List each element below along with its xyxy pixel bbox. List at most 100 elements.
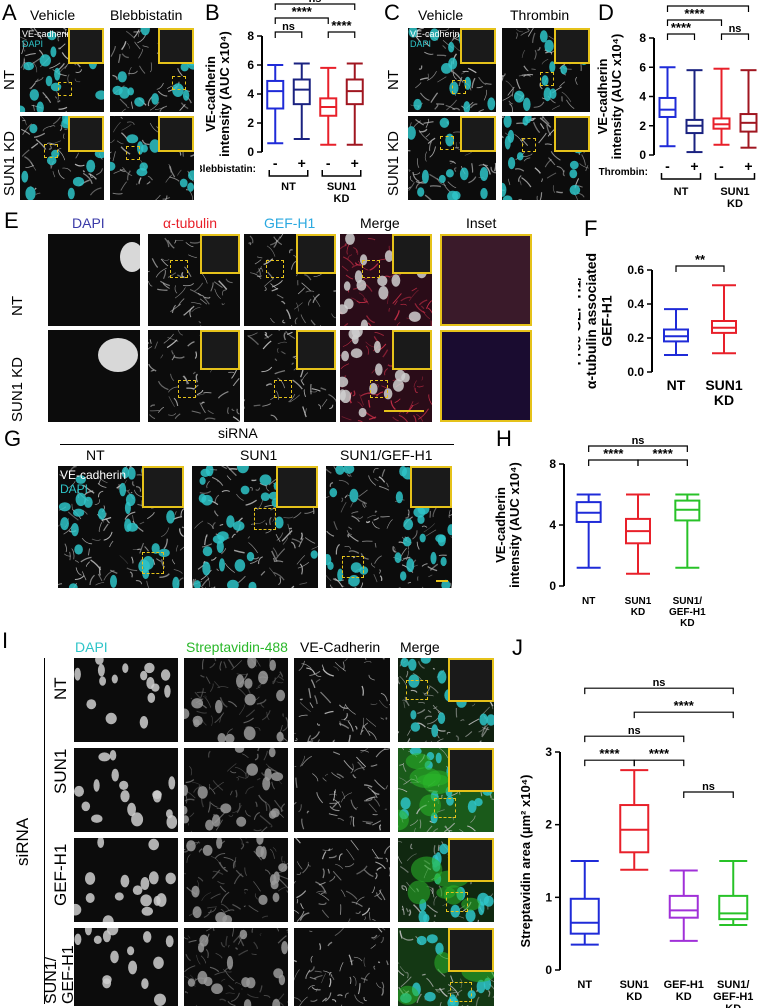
y-tick-label: 0 (549, 579, 556, 593)
group-bracket (660, 173, 702, 180)
micrograph-texture (398, 658, 494, 742)
sig-bracket (633, 711, 734, 719)
micrograph-c-kd-vehicle (408, 116, 496, 200)
panel-i-col-merge: Merge (400, 639, 440, 655)
panel-label-e: E (4, 208, 19, 233)
inset-box (200, 330, 240, 370)
micrograph-i-sun1-merge (398, 748, 494, 832)
micrograph-texture (340, 330, 432, 422)
scale-bar (384, 410, 424, 412)
panel-label-h: H (496, 426, 512, 451)
group-label: NT (281, 181, 296, 193)
micrograph-texture (74, 928, 174, 1006)
micrograph-texture (294, 658, 390, 742)
y-tick-label: 4 (549, 518, 556, 532)
roi-box (254, 508, 276, 530)
sig-bracket (675, 265, 725, 272)
panel-g-header-sirna: siRNA (218, 425, 258, 441)
panel-a-row-nt: NT (1, 70, 18, 90)
micrograph-i-sun1-dapi (74, 748, 178, 832)
inset-box (392, 234, 432, 274)
x-category-label: NT (577, 979, 592, 991)
box-1 (711, 284, 737, 355)
micrograph-texture (294, 838, 390, 922)
roi-box (172, 76, 186, 90)
roi-box (452, 80, 466, 94)
y-tick-label: 6 (247, 58, 254, 72)
box-0 (658, 66, 677, 148)
inset-box (158, 28, 194, 64)
roi-box (362, 260, 380, 278)
micrograph-e-kd-tubulin (148, 330, 240, 422)
micrograph-texture (184, 838, 288, 922)
sig-label: **** (674, 698, 695, 713)
inset-box (68, 116, 104, 152)
micrograph-i-nt-vecadherin (294, 658, 390, 742)
y-axis-label: VE-cadherinintensity (AUC x10⁴) (493, 462, 522, 588)
panel-i-row-sun1-gefh1: SUN1/ GEF-H1 (43, 945, 77, 1004)
roi-box (342, 556, 364, 578)
micrograph-e-kd-inset (440, 330, 532, 422)
y-axis-label: Free GEF-H1/α-tubulin associatedGEF-H1 (578, 253, 614, 389)
stain-label-vecadherin: VE-cadherin (60, 468, 127, 482)
panel-e-col-gefh1: GEF-H1 (264, 215, 316, 231)
box-3 (739, 69, 758, 149)
micrograph-i-sun1-gefh1-merge (398, 928, 494, 1006)
roi-box (178, 380, 196, 398)
group-bracket (268, 170, 309, 177)
panel-label-j: J (512, 635, 523, 660)
box-iqr (569, 897, 600, 935)
y-tick-label: 6 (639, 60, 646, 74)
panel-c-col-thrombin: Thrombin (510, 7, 570, 23)
panel-i-col-dapi: DAPI (75, 639, 108, 655)
y-axis-label: VE-cadherinintensity (AUC x10⁴) (203, 31, 232, 157)
y-tick-label: 2 (545, 818, 552, 832)
chart-f: 0.0 0.2 0.4 0.6 Free GEF-H1/α-tubulin associ… (578, 252, 743, 408)
panel-label-b: B (205, 0, 220, 25)
panel-c-col-vehicle: Vehicle (418, 7, 464, 23)
y-tick-label: 1 (545, 890, 552, 904)
box-1 (292, 62, 311, 140)
group-bracket (714, 173, 756, 180)
y-axis-label: Streptavidin area (µm² x10⁴) (518, 775, 533, 948)
y-tick-label: 0.2 (627, 331, 644, 345)
group-bracket (321, 170, 362, 177)
inset-box (460, 116, 496, 152)
micrograph-texture (110, 116, 194, 200)
sig-bracket (683, 791, 734, 798)
sig-bracket (666, 33, 696, 40)
sig-label: **** (698, 0, 719, 7)
panel-e-col-alpha-tubulin: α-tubulin (163, 215, 218, 231)
roi-box (58, 82, 72, 96)
micrograph-texture (74, 658, 171, 729)
micrograph-texture (184, 658, 288, 742)
x-tick-mark: - (719, 158, 724, 174)
sig-bracket (327, 31, 356, 38)
box-1 (685, 69, 704, 154)
inset-box (554, 28, 590, 64)
roi-box (522, 138, 536, 152)
sig-bracket (274, 31, 303, 38)
micrograph-a-kd-vehicle (20, 116, 104, 200)
sig-label: ns (729, 23, 742, 35)
roi-box (450, 982, 472, 1002)
chart-j: 0 1 2 3 Streptavidin area (µm² x10⁴) NT SUN1 KD… (518, 677, 753, 1008)
box-iqr (266, 79, 285, 110)
micrograph-i-sun1-gefh1-vecadherin (294, 928, 390, 1006)
panel-g-col-sun1-gefh1: SUN1/GEF-H1 (340, 447, 433, 463)
scale-bar (436, 580, 448, 582)
micrograph-texture (74, 750, 178, 829)
micrograph-e-nt-gefh1 (244, 234, 336, 326)
micrograph-i-nt-merge (398, 658, 494, 742)
panel-i-row-gefh1: GEF-H1 (51, 843, 70, 906)
inset-box (200, 234, 240, 274)
x-category-label: SUN1 KD (625, 596, 652, 618)
nucleus-shape (120, 242, 140, 272)
micrograph-e-nt-dapi (48, 234, 140, 326)
sig-label: **** (653, 446, 674, 461)
sig-label: ns (282, 21, 295, 33)
panel-label-d: D (598, 0, 614, 25)
box-0 (266, 64, 285, 145)
panel-a-row-sun1kd: SUN1 KD (1, 130, 18, 196)
micrograph-c-kd-thrombin (502, 116, 590, 200)
